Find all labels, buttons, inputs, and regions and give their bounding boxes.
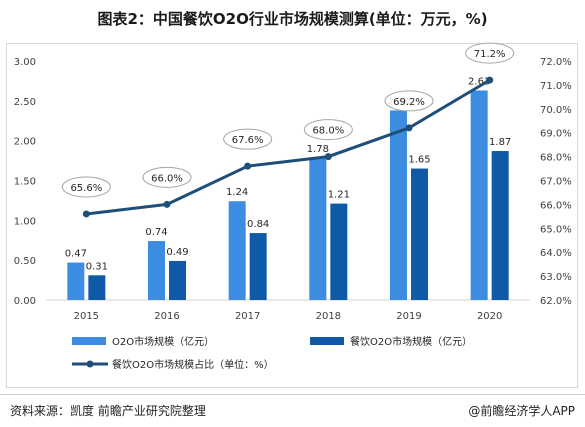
y-left-tick-label: 1.50	[14, 177, 36, 188]
credit-note: @前瞻经济学人APP	[468, 404, 575, 418]
bar-data-label: 0.49	[166, 247, 188, 258]
share-label-bubble	[384, 90, 434, 112]
share-label-bubble	[142, 166, 192, 188]
bar-o2o	[67, 262, 85, 300]
legend-line-marker	[86, 360, 94, 368]
y-right-tick-label: 65.0%	[540, 224, 572, 235]
legend-label: 餐饮O2O市场规模占比（单位：%）	[112, 358, 274, 371]
share-data-label: 71.2%	[474, 49, 506, 60]
bar-catering-o2o	[88, 275, 106, 300]
y-left-tick-label: 3.00	[14, 57, 36, 68]
share-data-label: 68.0%	[312, 126, 344, 137]
legend-label: O2O市场规模（亿元）	[112, 335, 214, 348]
bar-catering-o2o	[249, 233, 267, 300]
source-note: 资料来源：凯度 前瞻产业研究院整理	[10, 404, 206, 418]
y-right-tick-label: 64.0%	[540, 248, 572, 259]
share-line	[86, 78, 491, 216]
bar-o2o	[470, 90, 488, 300]
x-tick-label: 2019	[396, 311, 421, 322]
y-left-tick-label: 0.00	[14, 296, 36, 307]
y-right-tick-label: 70.0%	[540, 105, 572, 116]
bar-catering-o2o	[169, 260, 186, 300]
share-point	[486, 76, 494, 84]
legend-swatch	[72, 337, 106, 345]
share-data-label: 66.0%	[151, 173, 183, 184]
bar-catering-o2o	[411, 168, 428, 300]
chart-frame	[6, 43, 578, 388]
bar-data-label: 2.63	[468, 76, 490, 87]
y-left-tick-label: 0.50	[14, 256, 36, 267]
bar-data-label: 0.47	[65, 249, 87, 260]
share-point	[324, 153, 332, 161]
y-right-tick-label: 68.0%	[540, 153, 572, 164]
share-label-bubble	[223, 128, 273, 150]
chart-title: 图表2：中国餐饮O2O行业市场规模测算(单位：万元，%)	[97, 10, 488, 28]
share-point	[244, 162, 252, 170]
bar-data-label: 0.31	[86, 261, 108, 272]
bar-o2o	[309, 158, 327, 300]
bar-data-label: 0.84	[247, 219, 269, 230]
y-right-tick-label: 67.0%	[540, 177, 572, 188]
y-right-tick-label: 62.0%	[540, 296, 572, 307]
x-tick-label: 2017	[235, 311, 260, 322]
bar-data-label: 1.21	[328, 190, 350, 201]
legend-swatch	[310, 337, 344, 345]
bar-o2o	[228, 201, 246, 300]
bar-data-label: 1.87	[489, 137, 511, 148]
x-tick-label: 2018	[316, 311, 341, 322]
y-right-tick-label: 71.0%	[540, 81, 572, 92]
bar-catering-o2o	[330, 203, 348, 300]
bar-data-label: 0.74	[145, 227, 167, 238]
bar-data-label: 1.24	[226, 187, 248, 198]
x-tick-label: 2020	[477, 311, 502, 322]
y-left-tick-label: 2.00	[14, 137, 36, 148]
share-point	[405, 124, 413, 132]
y-right-tick-label: 63.0%	[540, 272, 572, 283]
legend-label: 餐饮O2O市场规模（亿元）	[350, 335, 472, 348]
y-left-tick-label: 1.00	[14, 216, 36, 227]
y-left-tick-label: 2.50	[14, 97, 36, 108]
x-tick-label: 2015	[74, 311, 99, 322]
bar-data-label: 1.78	[307, 144, 329, 155]
bar-catering-o2o	[491, 151, 509, 300]
share-point	[163, 200, 171, 208]
bar-o2o	[148, 241, 165, 300]
bar-data-label: 1.65	[408, 155, 430, 166]
y-right-tick-label: 72.0%	[540, 57, 572, 68]
share-label-bubble	[303, 119, 353, 141]
share-label-bubble	[61, 176, 111, 198]
share-data-label: 65.6%	[70, 183, 102, 194]
share-data-label: 69.2%	[393, 97, 425, 108]
footer-divider	[0, 394, 585, 395]
bar-o2o	[390, 110, 407, 300]
share-label-bubble	[465, 42, 515, 64]
x-tick-label: 2016	[154, 311, 179, 322]
y-right-tick-label: 66.0%	[540, 200, 572, 211]
share-data-label: 67.6%	[232, 135, 264, 146]
share-point	[82, 210, 90, 218]
y-right-tick-label: 69.0%	[540, 129, 572, 140]
